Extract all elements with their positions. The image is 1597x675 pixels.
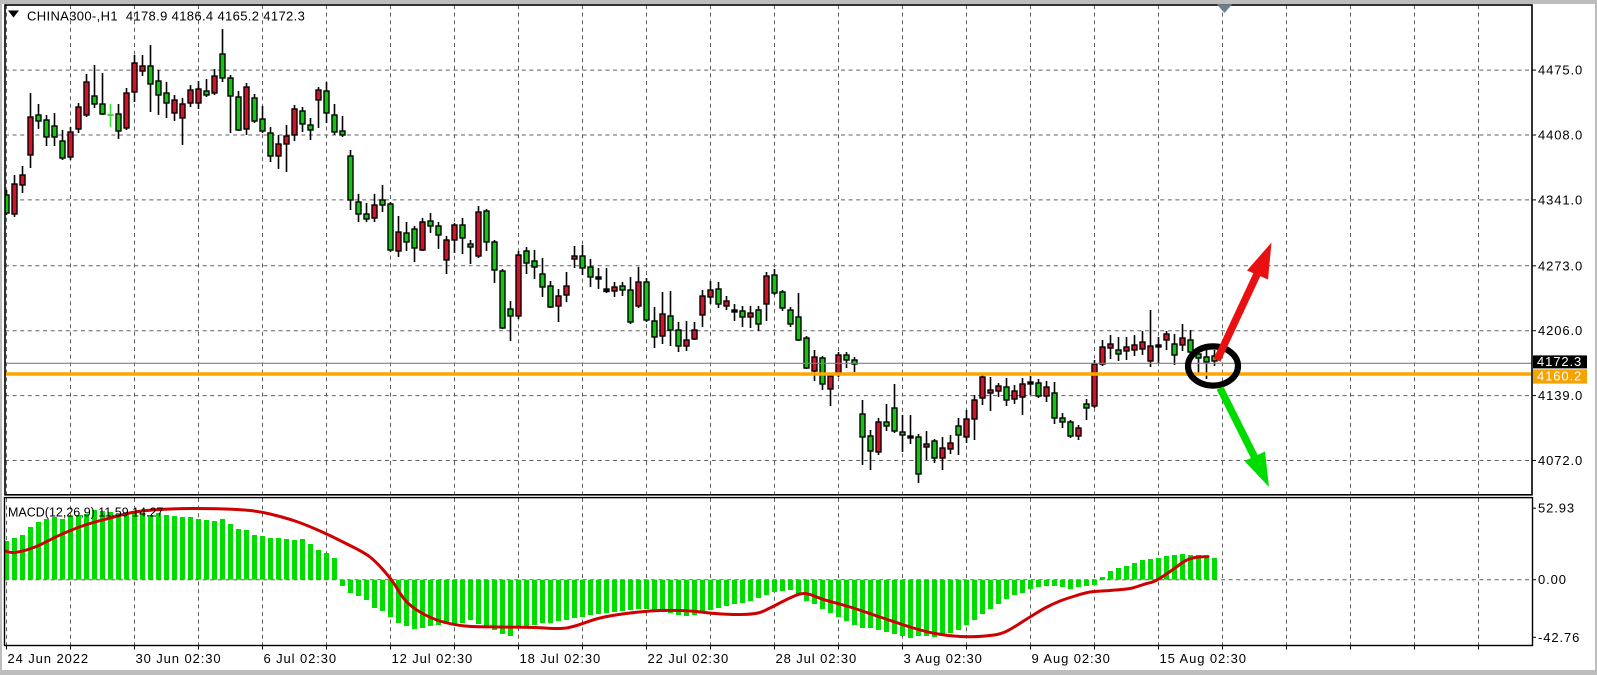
svg-text:18 Jul 02:30: 18 Jul 02:30: [520, 651, 602, 666]
svg-text:CHINA300-,H1 4178.9 4186.4 41: CHINA300-,H1 4178.9 4186.4 4165.2 4172.3: [27, 9, 305, 24]
svg-text:3 Aug 02:30: 3 Aug 02:30: [904, 651, 983, 666]
svg-text:0.00: 0.00: [1538, 572, 1567, 587]
svg-text:52.93: 52.93: [1538, 501, 1575, 516]
svg-text:4072.0: 4072.0: [1538, 453, 1583, 468]
svg-text:-42.76: -42.76: [1538, 630, 1580, 645]
svg-text:4475.0: 4475.0: [1538, 63, 1583, 78]
svg-text:4139.0: 4139.0: [1538, 388, 1583, 403]
svg-text:4408.0: 4408.0: [1538, 128, 1583, 143]
svg-text:22 Jul 02:30: 22 Jul 02:30: [648, 651, 730, 666]
svg-text:4172.3: 4172.3: [1537, 354, 1582, 369]
svg-text:15 Aug 02:30: 15 Aug 02:30: [1160, 651, 1247, 666]
svg-text:4341.0: 4341.0: [1538, 192, 1583, 207]
svg-text:24 Jun 2022: 24 Jun 2022: [8, 651, 89, 666]
svg-text:9 Aug 02:30: 9 Aug 02:30: [1032, 651, 1111, 666]
svg-text:30 Jun 02:30: 30 Jun 02:30: [136, 651, 222, 666]
svg-text:12 Jul 02:30: 12 Jul 02:30: [392, 651, 474, 666]
svg-text:4273.0: 4273.0: [1538, 258, 1583, 273]
svg-text:28 Jul 02:30: 28 Jul 02:30: [776, 651, 858, 666]
svg-text:4160.2: 4160.2: [1537, 369, 1582, 384]
svg-text:MACD(12,26,9) 11.59 14.27: MACD(12,26,9) 11.59 14.27: [8, 506, 163, 520]
svg-text:4206.0: 4206.0: [1538, 323, 1583, 338]
svg-text:6 Jul 02:30: 6 Jul 02:30: [264, 651, 338, 666]
